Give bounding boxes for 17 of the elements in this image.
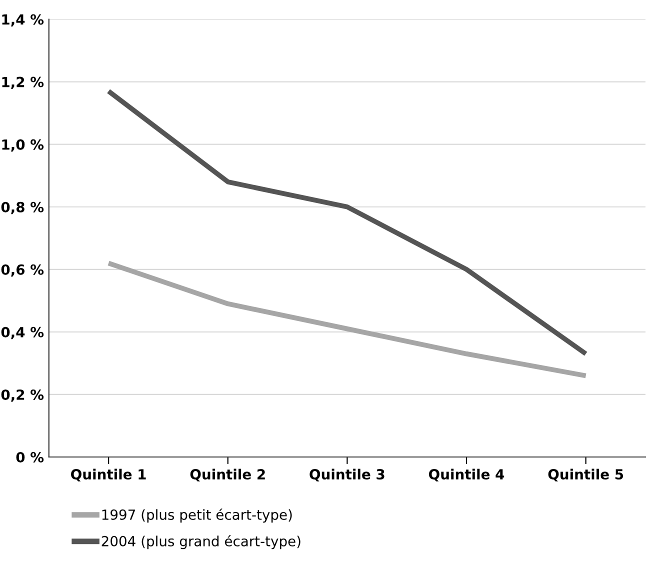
x-tick-label: Quintile 1 <box>71 468 146 482</box>
y-tick-label: 0,4 % <box>1 326 44 340</box>
y-tick-label: 1,4 % <box>2 14 44 27</box>
y-tick-label: 0,2 % <box>1 389 44 402</box>
y-tick-label: 1,0 % <box>2 139 44 152</box>
y-tick-label: 0 % <box>16 452 44 462</box>
legend-label: 2004 (plus grand écart-type) <box>102 535 300 550</box>
legend-label: 1997 (plus petit écart-type) <box>102 508 292 523</box>
x-tick-label: Quintile 3 <box>310 468 384 482</box>
y-tick-label: 1,2 % <box>2 76 44 90</box>
line-series <box>106 88 588 356</box>
line-series <box>106 260 588 378</box>
x-tick-label: Quintile 2 <box>190 468 265 482</box>
x-tick-label: Quintile 4 <box>428 468 504 482</box>
y-tick-label: 0,6 % <box>1 264 44 277</box>
y-tick-label: 0,8 % <box>1 202 44 214</box>
x-tick-label: Quintile 5 <box>548 468 624 482</box>
